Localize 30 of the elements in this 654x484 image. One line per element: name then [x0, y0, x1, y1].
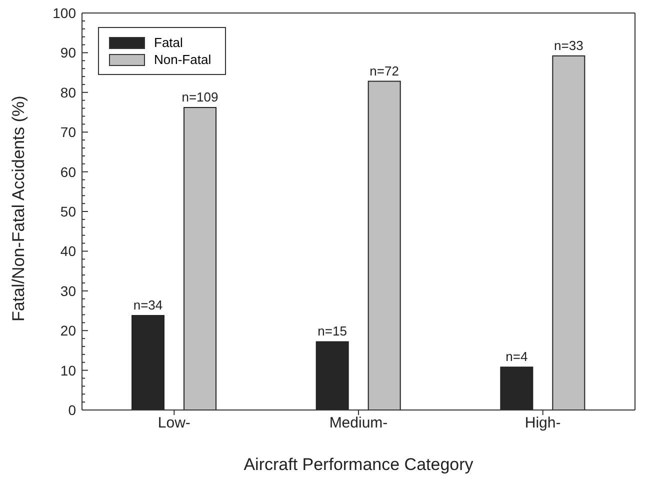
y-tick-label: 60: [60, 164, 76, 180]
legend-label: Non-Fatal: [154, 52, 212, 67]
annotation: n=72: [370, 63, 399, 78]
bar: [184, 106, 216, 410]
annotation: n=109: [182, 89, 218, 104]
y-tick-label: 70: [60, 124, 76, 140]
y-tick-label: 30: [60, 282, 76, 299]
bar: [552, 55, 586, 410]
x-axis-title: Aircraft Performance Category: [244, 455, 474, 474]
y-tick-label: 100: [52, 5, 76, 21]
bar: [316, 341, 349, 410]
x-tick-label: Medium-: [329, 414, 388, 432]
y-tick-label: 40: [60, 243, 76, 260]
x-tick-label: High-: [524, 414, 561, 432]
y-tick-label: 50: [60, 204, 76, 220]
x-tick-label: Low-: [158, 414, 190, 432]
y-tick-label: 80: [60, 84, 76, 100]
bar: [132, 315, 164, 410]
bar: [500, 366, 534, 410]
bar: [368, 80, 401, 410]
y-tick-label: 10: [60, 362, 76, 378]
annotation: n=15: [318, 324, 347, 339]
annotation: n=4: [506, 349, 528, 364]
annotation: n=33: [554, 38, 584, 53]
y-tick-label: 90: [60, 44, 76, 61]
annotation: n=34: [133, 298, 163, 313]
y-axis-title: Fatal/Non-Fatal Accidents (%): [9, 96, 28, 322]
y-tick-label: 0: [68, 402, 76, 418]
legend-label: Fatal: [154, 35, 183, 50]
y-tick-label: 20: [60, 322, 76, 339]
